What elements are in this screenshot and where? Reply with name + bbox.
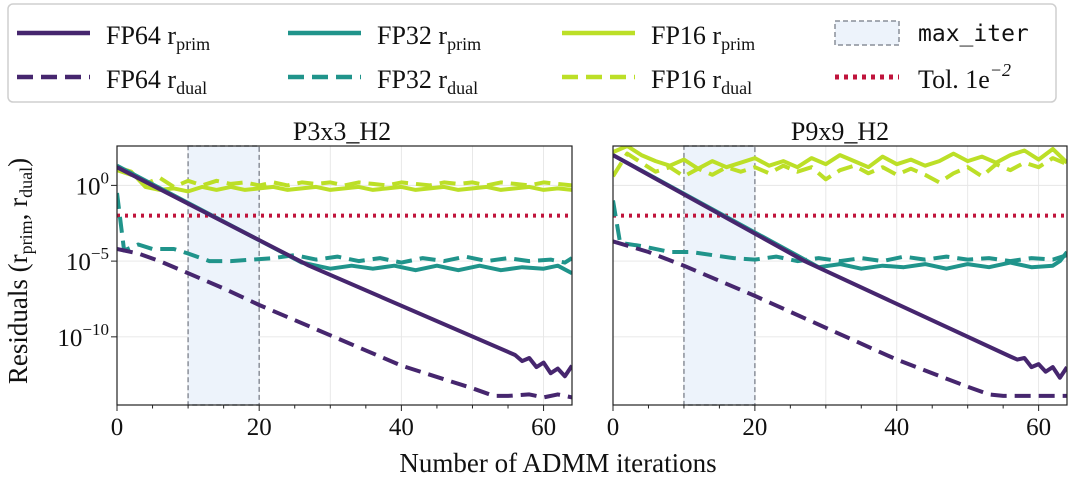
- legend-label-max-iter: max_iter: [918, 21, 1029, 47]
- legend-entry-fp64-dual: FP64 rdual: [17, 65, 207, 98]
- series-lines: [613, 146, 1067, 398]
- y-tick-label: 10−10: [57, 320, 109, 352]
- legend-entry-fp16-dual: FP16 rdual: [562, 65, 752, 98]
- legend-label-fp64-dual: FP64 rdual: [106, 65, 207, 98]
- legend-entry-max-iter: max_iter: [834, 20, 1029, 47]
- series-line-fp32-prim: [613, 153, 1067, 271]
- x-tick-label: 20: [247, 414, 272, 441]
- series-line-fp16-dual: [613, 151, 1067, 185]
- panel-p9x9-h2: P9x9_H2 0 20 40 60: [607, 117, 1068, 441]
- legend-frame: [7, 3, 1057, 103]
- legend-label-fp32-prim: FP32 rprim: [377, 21, 481, 54]
- legend-entry-fp32-prim: FP32 rprim: [288, 21, 481, 54]
- legend-label-fp64-prim: FP64 rprim: [106, 21, 210, 54]
- series-line-fp32-dual: [613, 200, 1067, 264]
- series-line-fp64-dual: [117, 247, 572, 400]
- max-iter-region: [683, 145, 756, 406]
- series-line-fp32-prim: [117, 163, 572, 275]
- x-tick-label: 0: [607, 414, 620, 441]
- series-line-fp16-prim: [117, 165, 572, 194]
- panel-p3x3-h2: P3x3_H2 0 20 40 60: [111, 117, 573, 441]
- legend-label-fp32-dual: FP32 rdual: [377, 65, 478, 98]
- series-line-fp64-prim: [613, 153, 1067, 380]
- x-tick-label: 40: [884, 414, 909, 441]
- plot-frame: [116, 145, 573, 406]
- legend-entry-tol: Tol. 1e−2: [835, 60, 1011, 94]
- x-tick-label: 0: [111, 414, 124, 441]
- plot-area: 0 20 40 60: [111, 145, 573, 441]
- series-line-fp16-dual: [117, 168, 572, 189]
- legend-entry-fp16-prim: FP16 rprim: [562, 21, 755, 54]
- gridlines: [117, 146, 572, 405]
- x-axis-label: Number of ADMM iterations: [399, 448, 716, 478]
- x-tick-label: 60: [531, 414, 556, 441]
- legend-label-fp16-dual: FP16 rdual: [651, 65, 752, 98]
- plot-frame: [612, 145, 1068, 406]
- series-line-fp64-dual: [613, 239, 1067, 398]
- series-line-fp32-dual: [117, 192, 572, 265]
- legend-entry-fp32-dual: FP32 rdual: [288, 65, 478, 98]
- y-axis-ticks: 100 10−5 10−10: [57, 168, 117, 352]
- max-iter-region: [187, 145, 260, 406]
- y-tick-label: 10−5: [66, 244, 109, 276]
- series-line-fp16-prim: [613, 146, 1067, 171]
- plot-area: 0 20 40 60: [607, 145, 1068, 441]
- y-tick-label: 100: [76, 168, 110, 200]
- x-tick-label: 60: [1026, 414, 1051, 441]
- x-tick-label: 20: [742, 414, 767, 441]
- y-axis-label: Residuals (rprim, rdual): [3, 158, 36, 384]
- panel-title: P3x3_H2: [293, 117, 391, 146]
- legend-entry-fp64-prim: FP64 rprim: [17, 21, 210, 54]
- x-tick-label: 40: [389, 414, 414, 441]
- legend: FP64 rprim FP64 rdual FP32 rprim FP32 rd…: [7, 3, 1057, 103]
- series-lines: [117, 163, 572, 400]
- legend-label-tol: Tol. 1e−2: [918, 60, 1011, 94]
- legend-label-fp16-prim: FP16 rprim: [651, 21, 755, 54]
- legend-swatch-max-iter: [834, 20, 900, 46]
- series-line-fp64-prim: [117, 165, 572, 379]
- panel-title: P9x9_H2: [791, 117, 889, 146]
